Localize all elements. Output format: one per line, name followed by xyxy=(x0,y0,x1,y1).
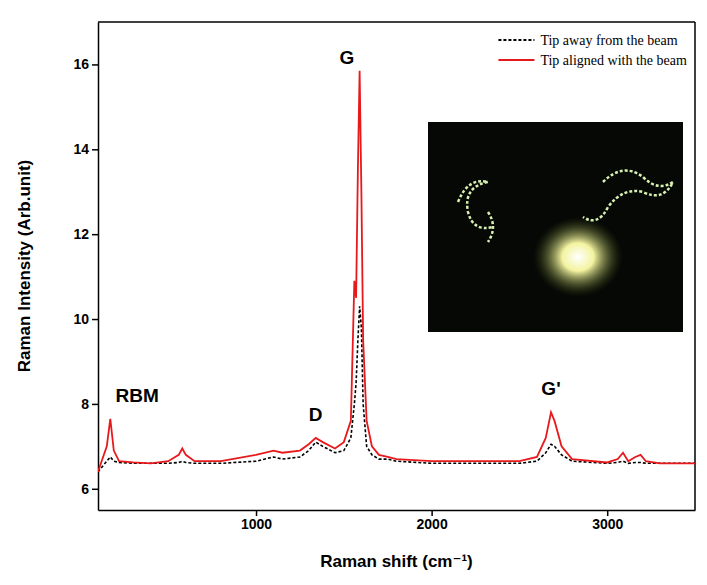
frame-top xyxy=(98,21,695,23)
legend: Tip away from the beam Tip aligned with t… xyxy=(498,33,687,68)
peak-label: G xyxy=(340,47,355,68)
tick: 8 xyxy=(81,396,98,412)
tick-label: 6 xyxy=(81,481,89,497)
peak-label: RBM xyxy=(116,385,159,406)
tick: 1000 xyxy=(241,510,272,532)
axis-line xyxy=(99,510,696,512)
inset-photo xyxy=(428,122,683,332)
inset-glow xyxy=(533,217,623,297)
tick: 3000 xyxy=(592,510,623,532)
legend-item: Tip away from the beam xyxy=(498,33,677,48)
frame-right xyxy=(694,22,696,510)
peak-label: G' xyxy=(541,378,560,399)
y-axis-title: Raman Intensity (Arb.unit) xyxy=(15,160,34,373)
y-axis: 6 8 10 12 14 16 xyxy=(73,23,98,511)
inset-texture xyxy=(458,181,493,228)
tick-label: 8 xyxy=(81,396,89,412)
series-group xyxy=(98,71,695,472)
tick: 16 xyxy=(73,56,98,72)
peak-label: D xyxy=(309,404,323,425)
tick: 12 xyxy=(73,226,98,242)
tick-mark xyxy=(92,489,98,491)
tick-mark xyxy=(92,319,98,321)
tick-label: 3000 xyxy=(592,516,623,532)
legend-label: Tip aligned with the beam xyxy=(540,53,687,68)
tick: 10 xyxy=(73,311,98,327)
x-axis-title: Raman shift (cm⁻¹) xyxy=(320,552,473,571)
inset-texture xyxy=(583,171,673,221)
legend-swatch xyxy=(498,59,534,61)
tick-label: 12 xyxy=(73,226,89,242)
legend-swatch xyxy=(498,39,534,41)
series-line xyxy=(98,71,695,472)
tick-mark xyxy=(92,234,98,236)
tick-mark xyxy=(92,149,98,151)
x-axis: 1000 2000 3000 xyxy=(99,510,696,532)
legend-item: Tip aligned with the beam xyxy=(498,53,687,68)
tick-label: 1000 xyxy=(241,516,272,532)
legend-label: Tip away from the beam xyxy=(540,33,677,48)
tick: 2000 xyxy=(417,510,448,532)
tick-label: 16 xyxy=(73,56,89,72)
chart: 1000 2000 3000 6 8 10 12 14 16 RBM D G G' Tip away fr… xyxy=(0,0,707,585)
plot: 1000 2000 3000 6 8 10 12 14 16 RBM D G G' Tip away fr… xyxy=(73,22,695,532)
tick: 6 xyxy=(81,481,98,497)
axis-line xyxy=(98,23,100,511)
tick-label: 10 xyxy=(73,311,89,327)
inset-background xyxy=(428,122,683,332)
tick-label: 14 xyxy=(73,141,89,157)
tick-mark xyxy=(92,64,98,66)
inset-texture xyxy=(488,212,493,242)
tick: 14 xyxy=(73,141,98,157)
tick-mark xyxy=(92,404,98,406)
tick-label: 2000 xyxy=(417,516,448,532)
series-line xyxy=(98,306,695,471)
